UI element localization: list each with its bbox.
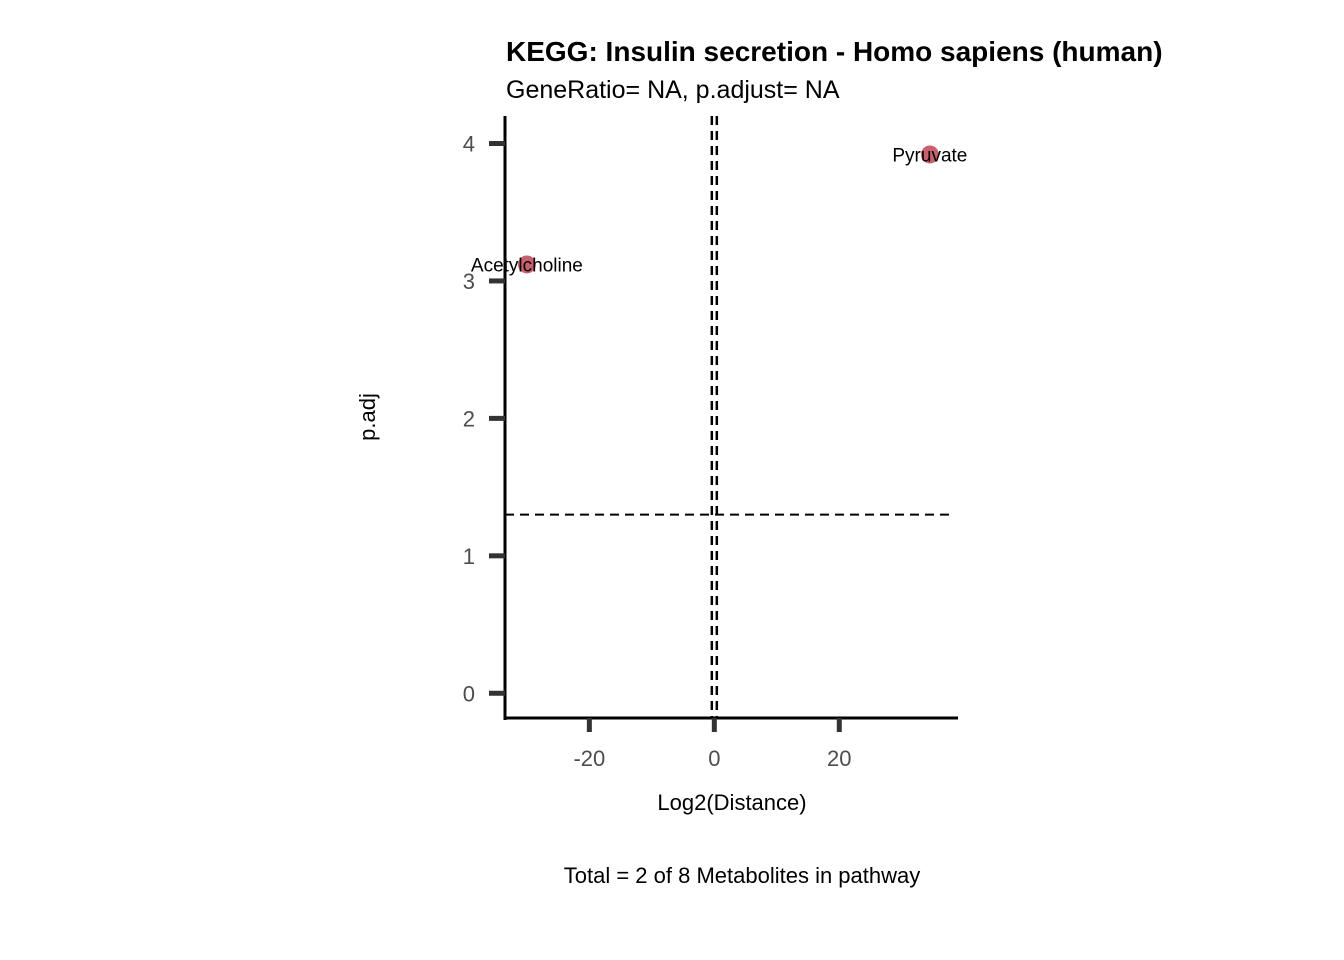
point-label-pyruvate: Pyruvate (892, 145, 967, 166)
data-point-acetylcholine (517, 255, 536, 274)
x-axis-title: Log2(Distance) (657, 790, 806, 815)
point-labels: Pyruvate Acetylcholine (471, 145, 967, 276)
y-axis-ticks: 0 1 2 3 4 (463, 131, 505, 706)
chart-title: KEGG: Insulin secretion - Homo sapiens (… (506, 36, 1163, 67)
data-points (517, 145, 939, 274)
y-axis-title: p.adj (355, 393, 380, 441)
x-tick-label-1: 0 (708, 746, 720, 771)
chart-subtitle: GeneRatio= NA, p.adjust= NA (506, 76, 840, 104)
y-tick-label-0: 0 (463, 681, 475, 706)
data-point-pyruvate (920, 145, 939, 164)
reference-lines (505, 116, 950, 718)
chart-caption: Total = 2 of 8 Metabolites in pathway (564, 863, 921, 888)
y-tick-label-4: 4 (463, 131, 475, 156)
point-label-acetylcholine: Acetylcholine (471, 255, 583, 276)
y-tick-label-3: 3 (463, 269, 475, 294)
x-axis-ticks: -20 0 20 (573, 718, 852, 771)
x-tick-label-0: -20 (573, 746, 605, 771)
y-tick-label-1: 1 (463, 544, 475, 569)
x-tick-label-2: 20 (827, 746, 851, 771)
y-tick-label-2: 2 (463, 406, 475, 431)
